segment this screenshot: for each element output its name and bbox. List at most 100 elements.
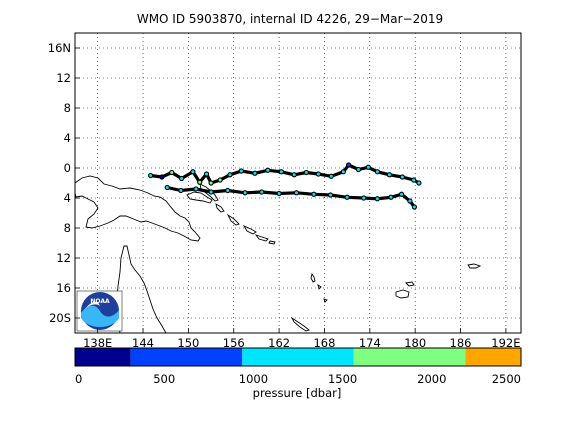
track-point (329, 174, 333, 178)
map-area: NOAA (74, 32, 522, 334)
colorbar-bin-2 (242, 348, 354, 366)
noaa-logo-wave (81, 305, 119, 327)
track-point (228, 173, 232, 177)
track-point (400, 175, 404, 179)
track-point (266, 168, 270, 172)
coastline-vanuatu (310, 272, 316, 283)
coastline-new-britain (186, 191, 213, 204)
track-point (316, 172, 320, 176)
lat-tick-label: 8 (64, 101, 71, 115)
track-point (387, 173, 391, 177)
colorbar-tick-label: 0 (75, 372, 82, 386)
track-point (362, 196, 366, 200)
lat-tick-label: 0 (64, 161, 71, 175)
track-point (389, 195, 393, 199)
track-point (191, 170, 195, 174)
track-point (165, 186, 169, 189)
colorbar-tick-label: 1000 (239, 372, 268, 386)
lon-tick-label: 162 (268, 336, 290, 350)
track-point (417, 181, 421, 185)
lon-tick-label: 186 (450, 336, 472, 350)
track-point (277, 192, 281, 195)
lat-tick-label: 8 (64, 221, 71, 235)
coastline-solomons-2 (242, 225, 257, 235)
track-point (375, 197, 379, 201)
track-point (239, 169, 243, 173)
lat-tick-label: 20S (49, 311, 71, 325)
track-point (170, 171, 174, 174)
lat-tick-label: 4 (64, 191, 71, 205)
track-point (226, 189, 230, 192)
track-point (209, 190, 213, 194)
track-point (375, 170, 379, 174)
track-point (279, 170, 283, 174)
track-point (243, 191, 247, 195)
lon-tick-label: 144 (132, 336, 154, 350)
colorbar-label: pressure [dbar] (253, 386, 342, 400)
colorbar-bin-4 (465, 348, 521, 366)
track-point (180, 177, 184, 180)
colorbar-tick-label: 500 (153, 372, 175, 386)
track-point (366, 165, 370, 169)
lon-tick-label: 150 (177, 336, 199, 350)
colorbar-frame (74, 347, 522, 367)
coastline-samoa (467, 263, 482, 269)
coastline-fiji-2 (405, 281, 415, 287)
colorbar-tick-labels: 0 500 1000 1500 2000 2500 (75, 372, 521, 386)
lat-tick-label: 12 (56, 251, 71, 265)
track-point (160, 175, 164, 179)
coastline-new-guinea (74, 175, 201, 242)
track-point (329, 193, 333, 197)
map-frame (74, 32, 522, 334)
pressure-colorbar: 0 500 1000 1500 2000 2500 pressure [dbar] (74, 347, 522, 400)
longitude-tick-labels: 138E 144 150 156 162 168 174 180 186 192E (83, 328, 520, 350)
coastline-solomons-3 (254, 234, 269, 242)
lon-tick-label: 138E (83, 336, 112, 350)
coastline-bougainville (215, 203, 225, 213)
lon-tick-label: 156 (223, 336, 245, 350)
latitude-tick-labels: 16N 12 8 4 0 4 8 12 16 20S (48, 41, 80, 325)
map-background (75, 33, 521, 333)
noaa-logo-bird (85, 301, 100, 309)
colorbar-bin-3 (353, 348, 466, 366)
track-point (209, 181, 213, 185)
track-point (312, 192, 316, 196)
track-point (408, 199, 412, 203)
colorbar-bin-1 (130, 348, 243, 366)
colorbar-tick-label: 2500 (492, 372, 521, 386)
track-point (304, 171, 308, 174)
lat-tick-label: 16N (48, 41, 71, 55)
lon-tick-label: 174 (359, 336, 381, 350)
track-point (347, 163, 351, 167)
track-point (149, 174, 153, 177)
coastlines (74, 175, 482, 334)
lat-tick-label: 4 (64, 131, 71, 145)
coastline-fiji (395, 289, 410, 299)
map-title: WMO ID 5903870, internal ID 4226, 29−Mar… (137, 12, 443, 26)
colorbar-bins (75, 348, 521, 366)
track-point (194, 187, 198, 191)
track-point (292, 173, 296, 177)
track-point (400, 192, 404, 196)
lon-tick-label: 192E (491, 336, 520, 350)
track-point (253, 171, 257, 175)
coastline-islet-1 (317, 283, 322, 290)
track-point (356, 168, 360, 171)
lon-tick-label: 180 (404, 336, 426, 350)
colorbar-tick-label: 2000 (417, 372, 446, 386)
track-point (294, 191, 298, 195)
coastline-solomons-4 (268, 240, 276, 245)
track-point (218, 178, 222, 182)
track-point (205, 172, 209, 176)
track-point (412, 178, 416, 182)
coastline-new-caledonia (290, 316, 310, 332)
noaa-logo: NOAA (76, 290, 123, 332)
track-point (179, 189, 183, 192)
noaa-logo-text: NOAA (90, 298, 110, 305)
colorbar-tick-label: 1500 (328, 372, 357, 386)
lon-tick-label: 168 (313, 336, 335, 350)
track-point (345, 195, 349, 199)
track-point (412, 205, 416, 209)
